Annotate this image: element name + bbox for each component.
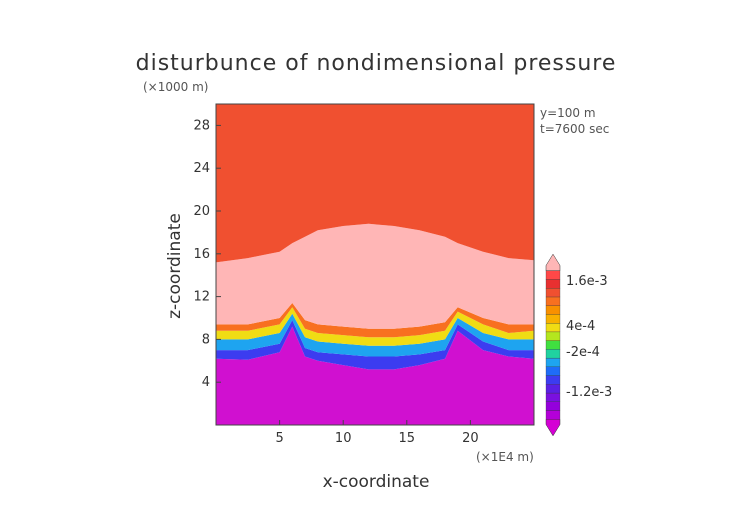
z-tick-label: 24	[193, 161, 210, 176]
colorbar-cap-bottom	[545, 419, 561, 437]
z-tick-label: 28	[193, 118, 210, 133]
contour-band-1	[216, 320, 534, 370]
annotation-y: y=100 m	[540, 106, 596, 120]
contour-band-0	[216, 326, 534, 425]
contour-band-6	[216, 104, 534, 263]
colorbar-segment	[545, 384, 561, 394]
colorbar: 1.6e-3 4e-4 -2e-4 -1.2e-3	[545, 253, 612, 437]
colorbar-segment	[545, 296, 561, 306]
x-tick-label: 15	[399, 431, 416, 446]
colorbar-segment	[545, 270, 561, 280]
colorbar-segment	[545, 401, 561, 411]
contour-band-4	[216, 303, 534, 338]
z-tick-label: 20	[193, 204, 210, 219]
colorbar-segment	[545, 314, 561, 324]
contour-band-5	[216, 223, 534, 329]
colorbar-label: 4e-4	[566, 319, 595, 334]
x-tick-label: 20	[462, 431, 479, 446]
colorbar-segment	[545, 349, 561, 359]
contour-band-2	[216, 313, 534, 357]
colorbar-segment	[545, 392, 561, 402]
colorbar-label: -1.2e-3	[566, 385, 612, 400]
z-tick-label: 16	[193, 247, 210, 262]
colorbar-segment	[545, 410, 561, 420]
x-unit-label: (×1E4 m)	[476, 450, 534, 464]
chart-title: disturbunce of nondimensional pressure	[136, 51, 617, 76]
x-axis-label: x-coordinate	[323, 472, 430, 492]
colorbar-segment	[545, 323, 561, 333]
z-tick-label: 8	[202, 332, 210, 347]
colorbar-segment	[545, 305, 561, 315]
plot-frame	[215, 103, 535, 426]
colorbar-cap-top	[545, 253, 561, 271]
x-tick-label: 10	[335, 431, 352, 446]
colorbar-segment	[545, 366, 561, 376]
y-axis-label: z-coordinate	[165, 213, 185, 319]
colorbar-segment	[545, 375, 561, 385]
colorbar-segment	[545, 279, 561, 289]
contour-bands	[216, 104, 534, 425]
annotation-t: t=7600 sec	[540, 122, 609, 136]
z-unit-label: (×1000 m)	[143, 80, 208, 94]
z-tick-label: 4	[202, 375, 210, 390]
colorbar-segment	[545, 288, 561, 298]
colorbar-segment	[545, 340, 561, 350]
colorbar-segment	[545, 357, 561, 367]
axis-ticks: 5 10 15 20 4 8 12 16 20 24 28	[193, 118, 478, 446]
z-tick-label: 12	[193, 290, 210, 305]
contour-band-3	[216, 307, 534, 346]
colorbar-segment	[545, 331, 561, 341]
colorbar-label: 1.6e-3	[566, 274, 608, 289]
colorbar-label: -2e-4	[566, 345, 600, 360]
x-tick-label: 5	[275, 431, 283, 446]
